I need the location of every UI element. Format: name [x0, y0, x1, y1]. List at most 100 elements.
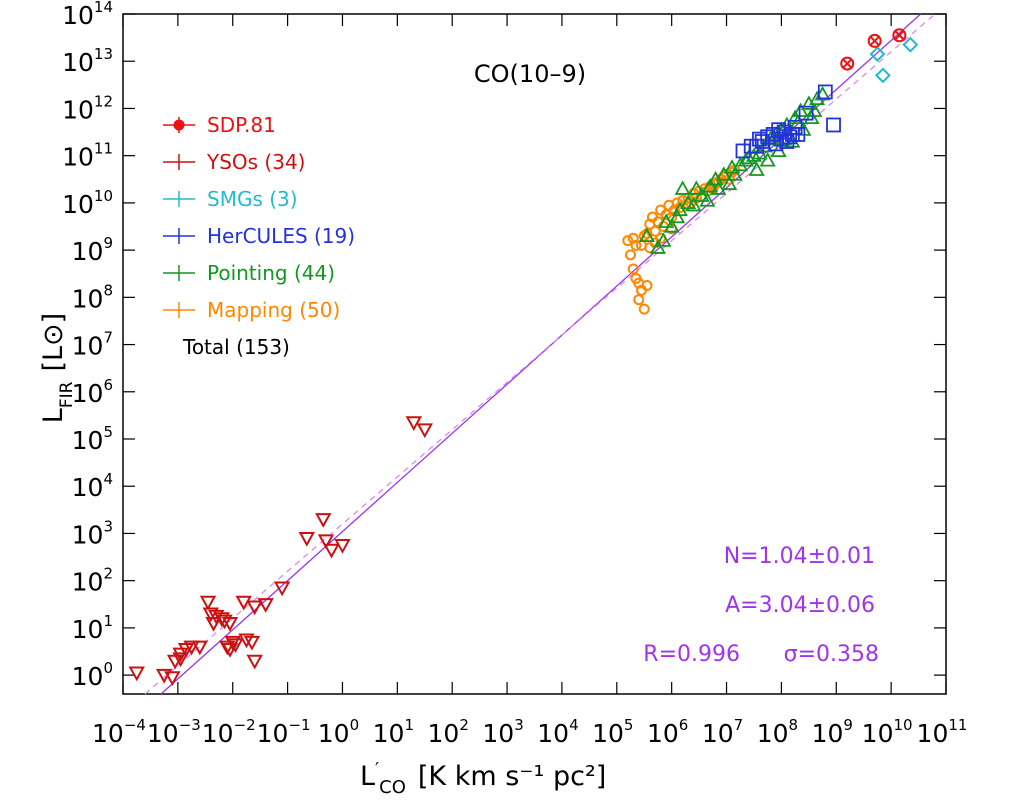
series-pointing [638, 85, 831, 254]
data-point [199, 595, 217, 611]
data-point [235, 595, 252, 611]
y-axis-label: LFIR [L⊙] [38, 313, 77, 423]
series-smgs [869, 36, 919, 84]
data-point [795, 121, 812, 136]
data-point [787, 119, 803, 135]
x-tick-exponent: −3 [179, 716, 201, 734]
x-tick-base: 10 [318, 719, 350, 748]
stat-a: A=3.04±0.06 [725, 593, 875, 618]
x-tick-base: 10 [702, 719, 734, 748]
data-point [840, 56, 855, 71]
x-tick-label: 108 [757, 716, 798, 748]
x-tick-exponent: 1 [404, 716, 414, 734]
y-tick-exponent: 0 [103, 659, 113, 677]
data-point [748, 161, 765, 176]
y-tick-exponent: 5 [103, 423, 113, 441]
svg-text:LFIR[L⊙]: LFIR [L⊙] [38, 313, 77, 423]
data-point [183, 640, 200, 656]
data-point-cross-b [842, 58, 852, 69]
y-tick-exponent: 9 [103, 234, 113, 252]
y-tick-label: 1012 [62, 92, 113, 124]
y-tick-base: 10 [72, 568, 104, 597]
data-point [238, 633, 255, 649]
data-point [172, 647, 189, 663]
y-tick-base: 10 [62, 95, 94, 124]
data-point [715, 166, 732, 181]
data-point [202, 607, 219, 623]
y-tick-label: 107 [72, 329, 113, 361]
y-tick-exponent: 14 [94, 0, 113, 16]
y-tick-base: 10 [72, 237, 104, 266]
data-point [638, 227, 656, 243]
x-tick-exponent: 5 [624, 716, 634, 734]
x-tick-base: 10 [647, 719, 679, 748]
y-tick-base: 10 [62, 48, 94, 77]
x-tick-exponent: 8 [789, 716, 799, 734]
y-tick-base: 10 [72, 662, 104, 691]
data-point-ring [892, 28, 907, 43]
y-tick-base: 10 [62, 143, 94, 172]
data-point [243, 635, 261, 651]
data-point-cross-b [894, 30, 905, 40]
data-point [638, 303, 650, 315]
y-tick-label: 1010 [62, 187, 113, 219]
data-point [323, 543, 340, 559]
x-tick-label: 104 [537, 716, 578, 748]
data-point [246, 654, 263, 670]
data-point [869, 46, 886, 63]
data-point [219, 640, 236, 656]
legend-label: SMGs (3) [207, 187, 298, 211]
data-point [246, 600, 263, 616]
y-tick-exponent: 2 [103, 565, 113, 583]
data-point [221, 616, 239, 632]
data-point [685, 196, 702, 212]
x-tick-base: 10 [917, 719, 949, 748]
data-point [721, 175, 738, 191]
x-tick-label: 109 [812, 716, 853, 748]
data-point-ring [867, 33, 882, 48]
x-tick-exponent: −2 [234, 716, 256, 734]
x-tick-base: 10 [592, 719, 624, 748]
data-point [655, 232, 672, 247]
chart-title: CO(10–9) [474, 60, 586, 88]
y-tick-base: 10 [72, 379, 104, 408]
data-point [216, 614, 233, 630]
x-tick-exponent: 9 [843, 716, 853, 734]
legend-symbol [163, 154, 195, 170]
data-point [627, 263, 639, 275]
x-tick-base: 10 [757, 719, 789, 748]
x-tick-labels: 10−4 10−3 10−2 10−1 100 101 102 103 104 105 106 107… [92, 716, 967, 748]
y-tick-label: 106 [72, 376, 113, 408]
data-point [902, 36, 919, 53]
y-axis-label-main: L [38, 408, 69, 423]
y-tick-label: 109 [72, 234, 113, 266]
x-tick-exponent: −4 [124, 716, 146, 734]
data-point [806, 102, 823, 117]
data-point [641, 280, 653, 292]
y-tick-label: 102 [72, 565, 113, 597]
stat-n: N=1.04±0.01 [724, 544, 875, 569]
x-tick-base: 10 [812, 719, 844, 748]
y-tick-label: 1014 [62, 0, 113, 30]
y-tick-label: 103 [72, 517, 113, 549]
data-point [164, 671, 181, 687]
legend-symbol [163, 302, 195, 318]
y-tick-base: 10 [72, 473, 104, 502]
x-tick-exponent: −1 [288, 716, 310, 734]
data-point [669, 208, 686, 224]
data-point [227, 638, 244, 653]
data-point-ring [840, 56, 855, 71]
stat-sigma: σ=0.358 [784, 642, 879, 667]
y-tick-base: 10 [72, 284, 104, 313]
x-axis-label: L′CO [K km s⁻¹ pc²] [360, 759, 606, 798]
y-tick-exponent: 4 [103, 470, 113, 488]
x-tick-base: 10 [537, 719, 569, 748]
stat-r: R=0.996 [643, 642, 740, 667]
data-point [298, 531, 316, 547]
legend-label: Mapping (50) [207, 298, 340, 322]
x-tick-label: 103 [482, 716, 523, 748]
x-tick-exponent: 10 [893, 716, 912, 734]
data-point [826, 117, 841, 133]
data-point [622, 235, 634, 247]
x-tick-label: 10−2 [202, 716, 256, 748]
